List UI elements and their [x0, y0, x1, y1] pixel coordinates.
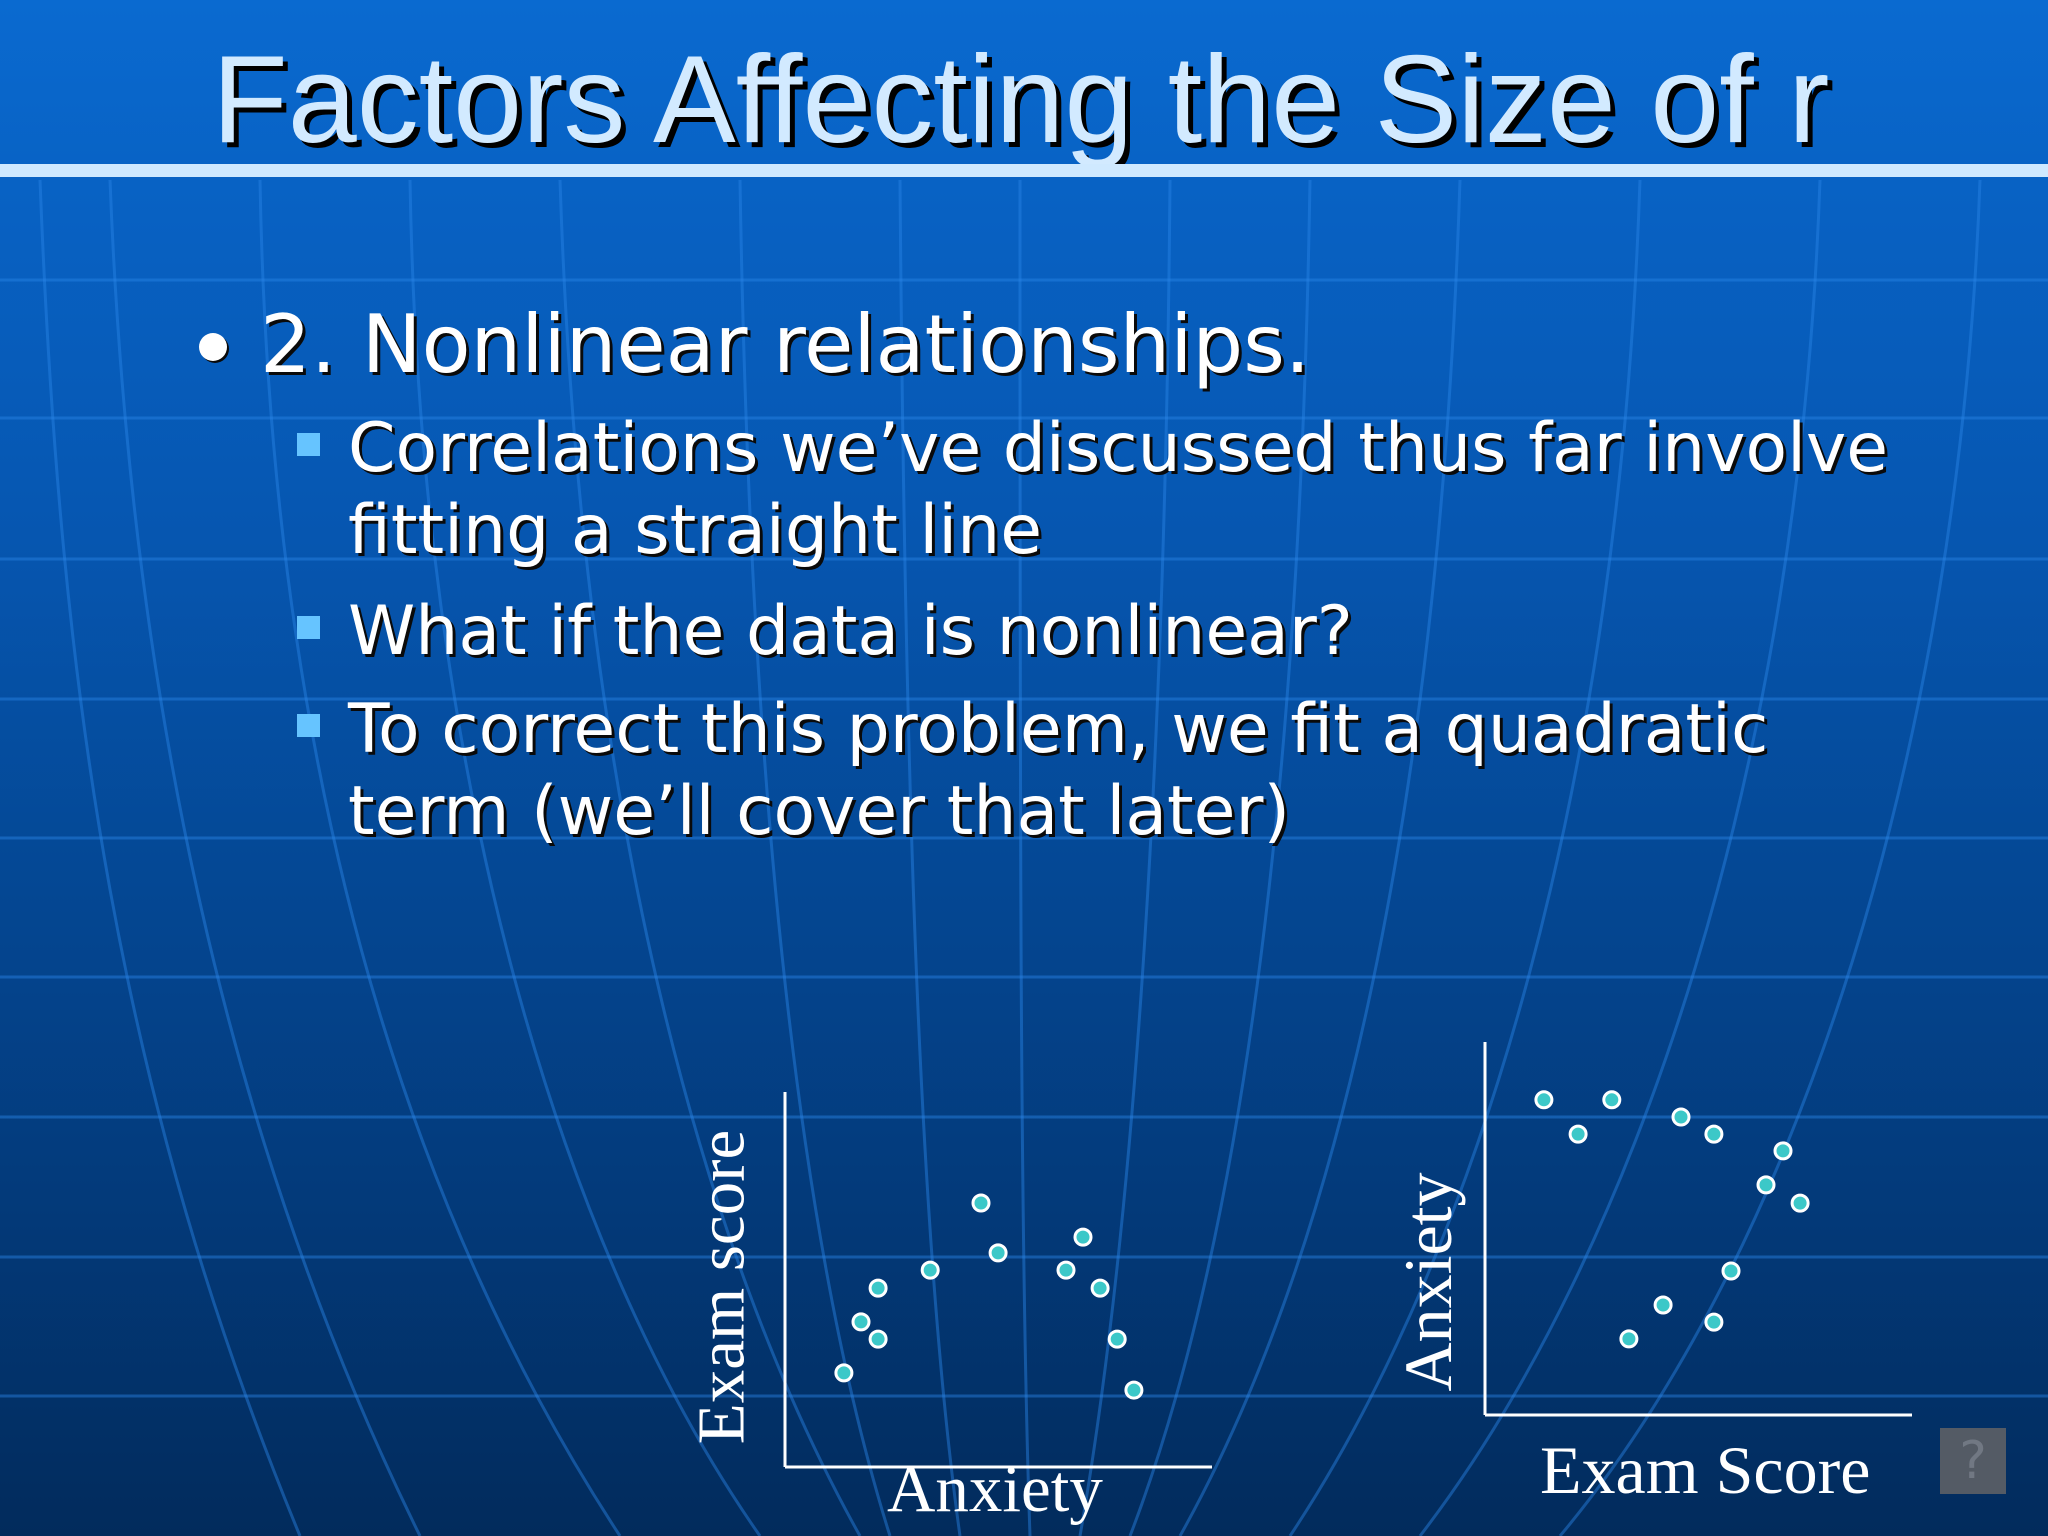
data-point: [1671, 1107, 1691, 1127]
data-point: [1056, 1260, 1076, 1280]
data-point: [1704, 1124, 1724, 1144]
question-mark-icon: ?: [1959, 1431, 1987, 1491]
data-points: [834, 1193, 1144, 1400]
bullet-dot-icon: [199, 333, 227, 361]
title-underline-divider: [0, 164, 2048, 177]
scatter-chart-anxiety-vs-exam-score: [783, 1092, 1212, 1469]
data-point: [1756, 1175, 1776, 1195]
chart-1-x-axis-label: Anxiety: [887, 1452, 1103, 1526]
data-point: [1790, 1193, 1810, 1213]
data-point: [851, 1312, 871, 1332]
chart-2-y-axis-label: Anxiety: [1390, 1172, 1466, 1392]
chart-1-y-axis-label: Exam score: [684, 1129, 759, 1445]
data-point: [1568, 1124, 1588, 1144]
data-point: [868, 1278, 888, 1298]
data-points: [1534, 1090, 1810, 1349]
sub-bullet-2-line-1: What if the data is nonlinear?: [348, 592, 1353, 671]
data-point: [1107, 1329, 1127, 1349]
data-point: [1602, 1090, 1622, 1110]
sub-bullet-1-line-2: fitting a straight line: [348, 491, 1043, 570]
data-point: [920, 1260, 940, 1280]
data-point: [988, 1243, 1008, 1263]
sub-bullet-square-icon: [297, 714, 320, 737]
data-point: [1773, 1141, 1793, 1161]
sub-bullet-3-line-2: term (we’ll cover that later): [348, 772, 1291, 851]
data-point: [1124, 1380, 1144, 1400]
data-point: [971, 1193, 991, 1213]
sub-bullet-1-line-1: Correlations we’ve discussed thus far in…: [348, 409, 1889, 488]
scatter-chart-exam-score-vs-anxiety: [1483, 1042, 1912, 1417]
help-button[interactable]: ?: [1940, 1428, 2006, 1494]
chart-2-x-axis-label: Exam Score: [1540, 1432, 1871, 1508]
data-point: [1534, 1090, 1554, 1110]
data-point: [868, 1329, 888, 1349]
data-point: [1704, 1312, 1724, 1332]
sub-bullet-square-icon: [297, 616, 320, 639]
bullet-nonlinear-relationships: 2. Nonlinear relationships.: [260, 298, 1311, 391]
data-point: [1653, 1295, 1673, 1315]
sub-bullet-square-icon: [297, 433, 320, 456]
data-point: [1090, 1278, 1110, 1298]
slide-title: Factors Affecting the Size of r: [212, 31, 1830, 169]
data-point: [1721, 1261, 1741, 1281]
data-point: [1073, 1227, 1093, 1247]
data-point: [834, 1363, 854, 1383]
sub-bullet-3-line-1: To correct this problem, we fit a quadra…: [348, 690, 1769, 769]
data-point: [1619, 1329, 1639, 1349]
